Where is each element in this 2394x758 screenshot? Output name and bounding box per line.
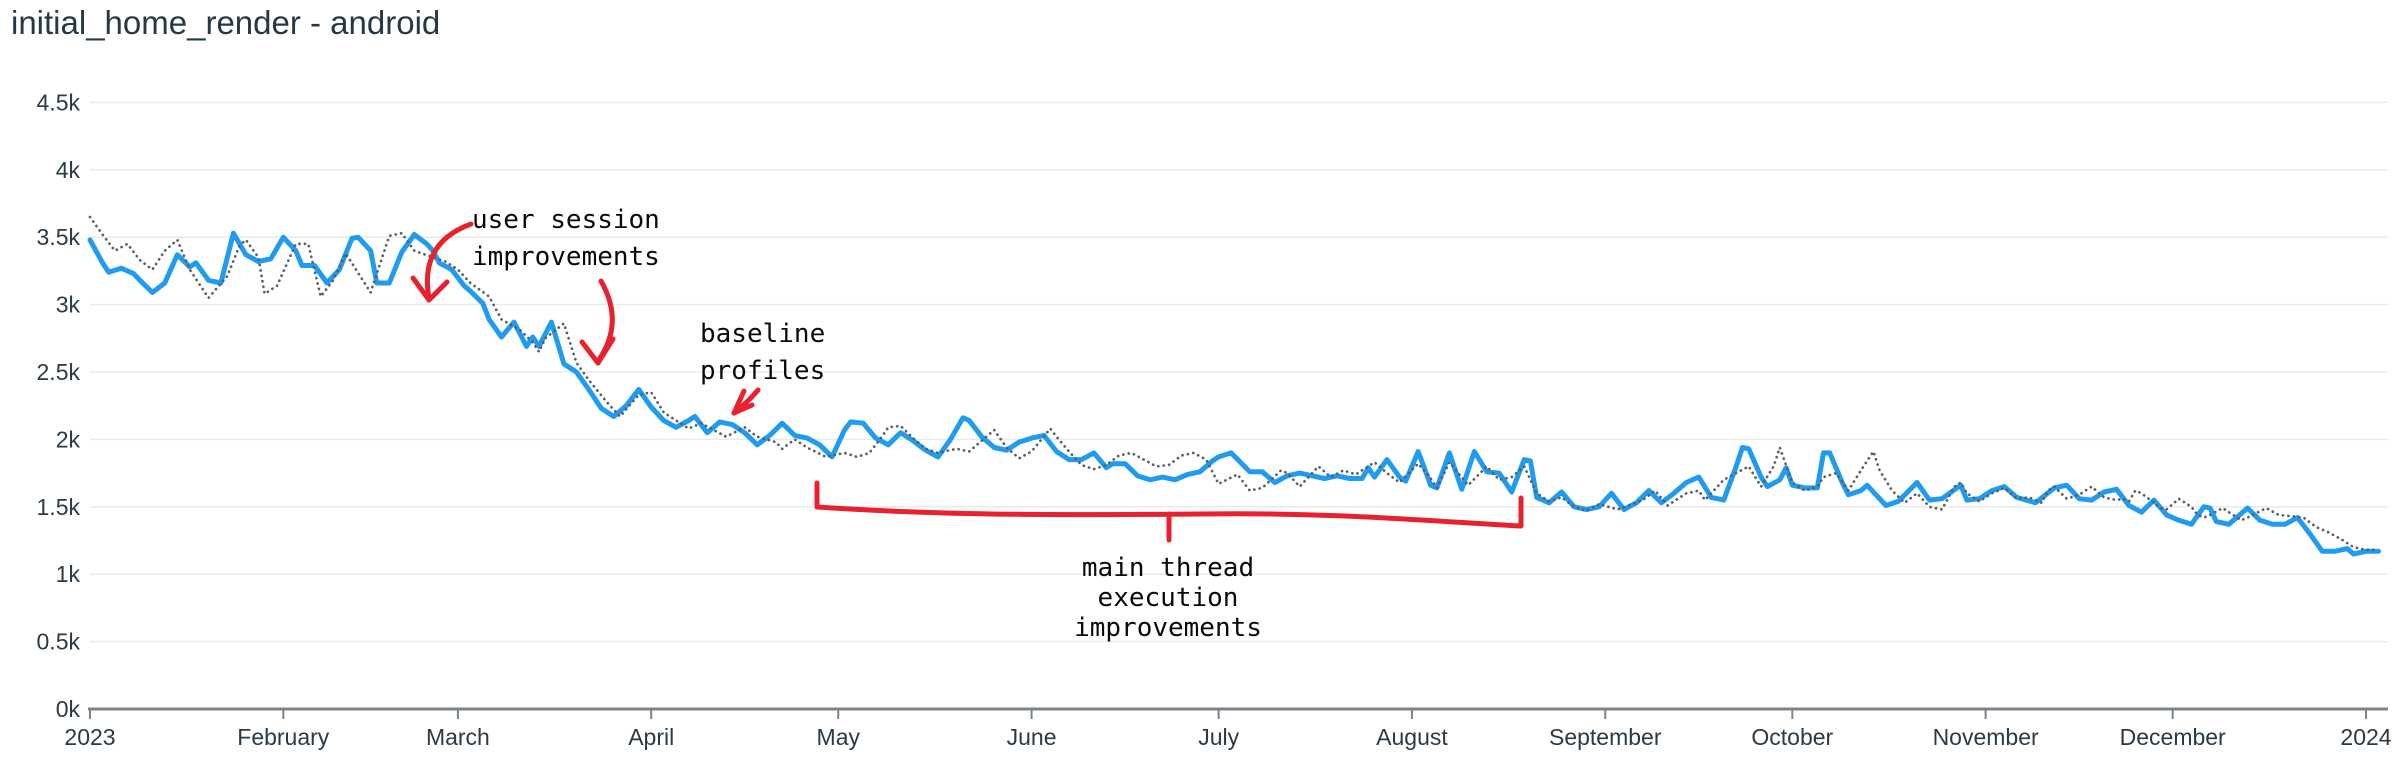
y-axis-label: 2k (56, 426, 81, 452)
annotation-text-main-thread-execution-improvements: execution (1098, 583, 1239, 613)
solid-blue-series-line (87, 230, 2381, 557)
x-axis-label: July (1198, 724, 1239, 750)
dotted-gray-series-line (88, 215, 2380, 552)
x-axis-label: May (817, 724, 861, 750)
x-axis-label: December (2120, 724, 2226, 750)
annotation-arrowhead (410, 275, 432, 303)
x-axis-label: April (628, 724, 674, 750)
chart-title: initial_home_render - android (11, 4, 441, 41)
y-axis-label: 4k (56, 157, 81, 183)
y-axis: 0k 0.5k 1k 1.5k 2k 2.5k 3k 3.5k 4k 4.5k (37, 89, 81, 722)
y-axis-label: 1.5k (37, 494, 81, 520)
y-axis-label: 4.5k (37, 89, 81, 115)
y-axis-label: 1k (56, 561, 81, 587)
y-axis-label: 2.5k (37, 359, 81, 385)
x-axis-label: September (1549, 724, 1662, 750)
x-axis-label: February (237, 724, 330, 750)
y-axis-label: 3.5k (37, 224, 81, 250)
x-axis-label: October (1751, 724, 1833, 750)
x-axis-label: 2023 (64, 724, 115, 750)
x-axis-label: 2024 (2340, 724, 2391, 750)
annotation-arrowhead (426, 279, 450, 303)
annotation-arrowhead (731, 388, 747, 416)
annotation-text-user-session-improvements: user session (472, 205, 660, 235)
x-axis-label: June (1007, 724, 1057, 750)
annotation-bracket (814, 480, 1524, 529)
annotation-arrowhead (595, 336, 616, 366)
y-axis-label: 0k (56, 696, 81, 722)
annotation-arrow (424, 221, 474, 301)
y-axis-label: 0.5k (37, 629, 81, 655)
x-axis: 2023 February March April May June July August S… (64, 707, 2392, 750)
annotation-text-baseline-profiles: baseline (700, 319, 825, 349)
x-axis-label: March (426, 724, 490, 750)
annotation-text-main-thread-execution-improvements: main thread (1082, 553, 1254, 583)
annotation-text-user-session-improvements: improvements (472, 242, 660, 272)
annotation-text-baseline-profiles: profiles (700, 356, 825, 386)
series-lines (87, 215, 2381, 557)
annotation-text-main-thread-execution-improvements: improvements (1074, 613, 1262, 643)
y-axis-label: 3k (56, 292, 81, 318)
gridlines (90, 101, 2388, 643)
annotations: user session improvements baseline profiles… (410, 205, 1524, 643)
x-axis-label: August (1376, 724, 1448, 750)
x-axis-label: November (1933, 724, 2039, 750)
annotation-arrowhead (579, 339, 601, 366)
